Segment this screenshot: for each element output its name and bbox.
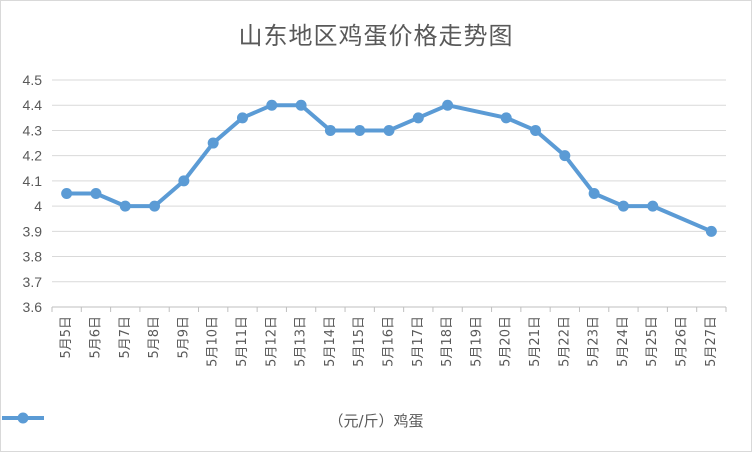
series-line [64,103,714,234]
x-tick-label: 5月11日 [235,316,250,367]
x-tick-label: 5月24日 [616,316,631,367]
y-tick-label: 4.5 [23,72,43,88]
y-tick-label: 3.8 [23,249,43,265]
x-tick-label: 5月27日 [704,316,719,367]
x-tick-label: 5月17日 [411,316,426,367]
data-point [383,124,395,136]
x-tick-label: 5月6日 [88,316,103,359]
y-tick-label: 3.7 [23,274,43,290]
x-tick-label: 5月9日 [176,316,191,359]
x-tick-label: 5月8日 [147,316,162,359]
data-point [500,112,512,124]
data-point [266,99,278,111]
data-point [559,150,571,162]
y-tick-label: 4.1 [23,173,43,189]
data-point [295,99,307,111]
data-point [236,112,248,124]
x-tick-label: 5月16日 [382,316,397,367]
data-point [617,200,629,212]
x-tick-label: 5月13日 [294,316,309,367]
y-tick-label: 3.9 [23,223,43,239]
data-point [705,225,717,237]
x-tick-label: 5月19日 [469,316,484,367]
x-tick-label: 5月22日 [557,316,572,367]
data-point [178,175,190,187]
data-point [207,137,219,149]
data-point [354,124,366,136]
legend-marker [2,412,44,424]
y-tick-label: 4 [34,198,42,214]
data-point [149,200,161,212]
data-point [530,124,542,136]
data-point [588,188,600,199]
x-tick-label: 5月18日 [440,316,455,367]
x-tick-label: 5月7日 [118,316,133,359]
data-point [119,200,131,212]
x-tick-label: 5月5日 [59,316,74,359]
x-tick-label: 5月21日 [528,316,543,367]
x-tick-label: 5月15日 [352,316,367,367]
x-tick-label: 5月26日 [675,316,690,367]
data-point [90,188,102,199]
data-point [412,112,424,124]
data-point [324,124,336,136]
chart-title: 山东地区鸡蛋价格走势图 [238,22,514,50]
x-tick-label: 5月20日 [499,316,514,367]
data-point [647,200,659,212]
y-tick-label: 3.6 [23,299,43,315]
x-tick-label: 5月25日 [645,316,660,367]
x-tick-label: 5月10日 [206,316,221,367]
data-point [61,188,73,199]
legend-label: （元/斤）鸡蛋 [328,411,424,430]
y-tick-label: 4.3 [23,122,43,138]
data-point [442,99,454,111]
x-tick-label: 5月14日 [323,316,338,367]
x-tick-label: 5月12日 [264,316,279,367]
x-tick-label: 5月23日 [587,316,602,367]
legend: （元/斤）鸡蛋 [0,408,752,432]
y-tick-label: 4.2 [23,148,43,164]
y-tick-label: 4.4 [23,97,43,113]
